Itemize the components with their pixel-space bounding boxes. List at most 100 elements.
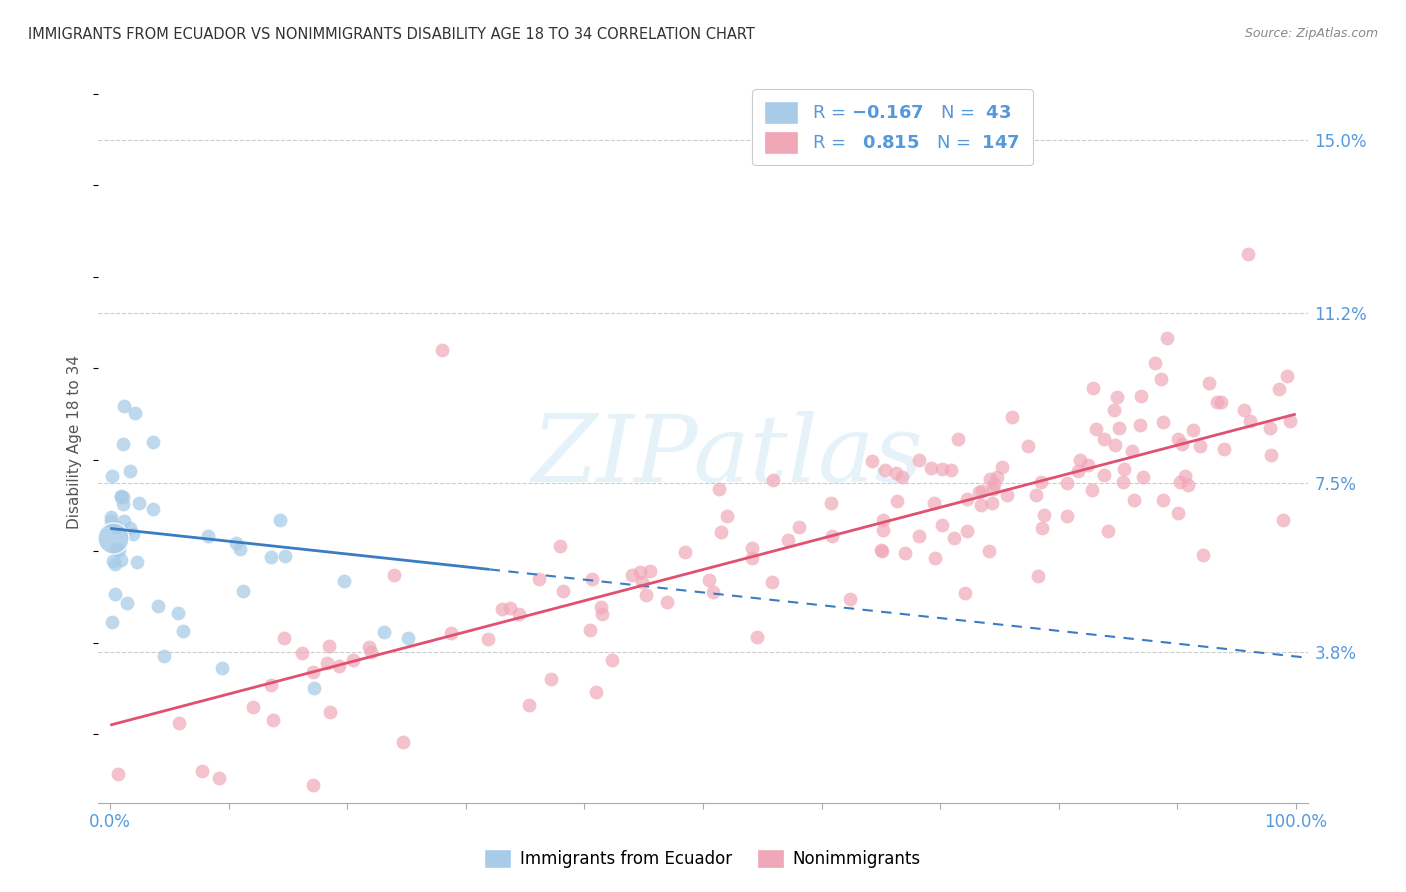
Point: [745, 630, 768, 644]
Point: [1000, 410, 1022, 425]
Point: [1097, 524, 1119, 538]
Point: [172, 624, 194, 638]
Point: [104, 520, 127, 534]
Point: [1067, 464, 1090, 478]
Point: [152, 649, 174, 664]
Point: [778, 533, 800, 548]
Point: [1152, 493, 1174, 508]
Point: [242, 700, 264, 714]
Point: [1104, 403, 1126, 417]
Point: [432, 343, 454, 357]
Point: [101, 553, 124, 567]
Point: [110, 552, 132, 566]
Point: [1084, 422, 1107, 436]
Point: [838, 592, 860, 607]
Point: [269, 513, 291, 527]
Point: [105, 542, 128, 557]
Point: [498, 601, 520, 615]
Point: [591, 607, 613, 622]
Point: [872, 523, 894, 537]
Point: [1031, 521, 1053, 535]
Point: [884, 466, 907, 480]
Point: [1026, 569, 1049, 583]
Point: [1069, 453, 1091, 467]
Point: [1233, 403, 1256, 417]
Point: [891, 470, 914, 484]
Point: [1258, 420, 1281, 434]
Point: [1111, 475, 1133, 490]
Point: [208, 771, 231, 785]
Point: [1237, 247, 1260, 261]
Point: [869, 543, 891, 558]
Point: [508, 607, 530, 622]
Point: [600, 652, 623, 666]
Point: [1092, 432, 1115, 446]
Point: [875, 463, 897, 477]
Point: [112, 400, 135, 414]
Point: [262, 714, 284, 728]
Point: [710, 524, 733, 539]
Point: [709, 482, 731, 496]
Point: [636, 588, 658, 602]
Point: [229, 542, 252, 557]
Point: [142, 435, 165, 450]
Point: [1105, 390, 1128, 404]
Point: [581, 572, 603, 586]
Point: [970, 483, 993, 498]
Point: [946, 432, 969, 446]
Point: [111, 437, 134, 451]
Point: [491, 602, 513, 616]
Point: [931, 518, 953, 533]
Point: [907, 529, 929, 543]
Point: [112, 514, 135, 528]
Point: [333, 574, 356, 588]
Point: [820, 496, 842, 510]
Point: [983, 477, 1005, 491]
Point: [316, 656, 339, 670]
Point: [697, 574, 720, 588]
Point: [741, 550, 763, 565]
Point: [1206, 394, 1229, 409]
Point: [232, 584, 254, 599]
Point: [922, 496, 945, 510]
Point: [540, 672, 562, 686]
Point: [870, 544, 893, 558]
Point: [941, 463, 963, 477]
Point: [318, 705, 340, 719]
Point: [100, 510, 122, 524]
Point: [550, 539, 572, 553]
Point: [167, 606, 190, 620]
Point: [1213, 442, 1236, 456]
Text: IMMIGRANTS FROM ECUADOR VS NONIMMIGRANTS DISABILITY AGE 18 TO 34 CORRELATION CHA: IMMIGRANTS FROM ECUADOR VS NONIMMIGRANTS…: [28, 27, 755, 42]
Point: [146, 599, 169, 614]
Point: [956, 491, 979, 506]
Point: [274, 549, 297, 563]
Point: [1144, 356, 1167, 370]
Point: [225, 535, 247, 549]
Point: [1174, 468, 1197, 483]
Point: [956, 524, 979, 538]
Point: [1031, 475, 1053, 489]
Point: [328, 659, 350, 673]
Point: [924, 550, 946, 565]
Point: [1092, 468, 1115, 483]
Point: [1081, 483, 1104, 497]
Point: [1191, 548, 1213, 562]
Point: [908, 452, 931, 467]
Point: [382, 568, 405, 582]
Point: [118, 464, 141, 478]
Point: [120, 521, 142, 535]
Point: [1260, 448, 1282, 462]
Point: [273, 631, 295, 645]
Point: [983, 482, 1005, 496]
Point: [301, 778, 323, 792]
Point: [1122, 493, 1144, 508]
Point: [585, 685, 607, 699]
Point: [527, 572, 550, 586]
Point: [1081, 381, 1104, 395]
Point: [579, 623, 602, 637]
Point: [101, 531, 124, 545]
Point: [1267, 382, 1289, 396]
Point: [1104, 438, 1126, 452]
Point: [886, 493, 908, 508]
